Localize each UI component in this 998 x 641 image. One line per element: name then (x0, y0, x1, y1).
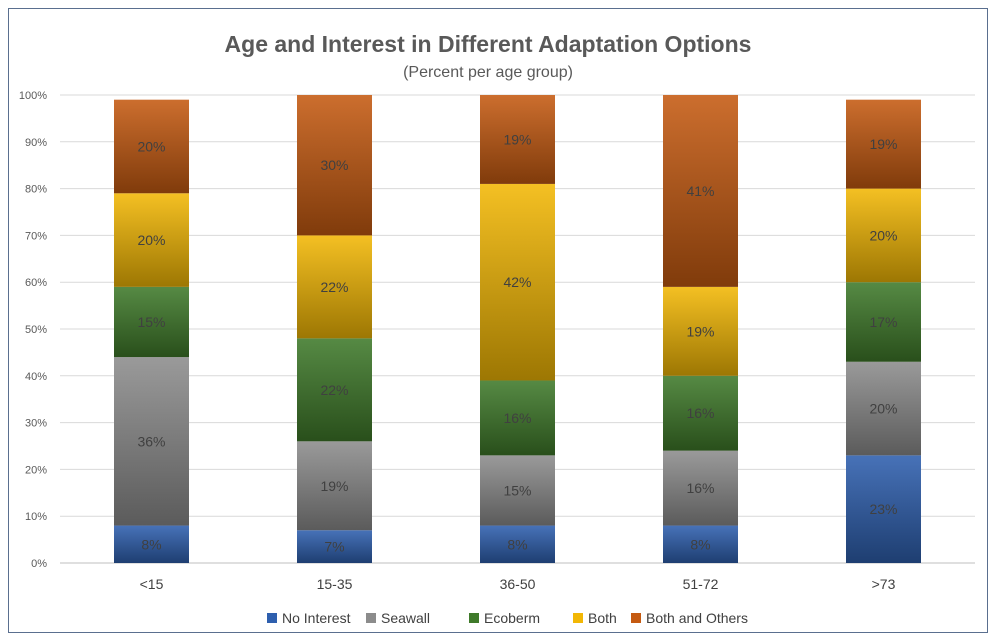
y-tick-label: 90% (25, 137, 47, 149)
data-label: 20% (869, 401, 897, 417)
legend-swatch (573, 613, 583, 623)
legend-label: Seawall (381, 610, 430, 626)
x-category-label: >73 (872, 576, 896, 592)
y-tick-label: 60% (25, 277, 47, 289)
data-label: 17% (869, 314, 897, 330)
y-tick-label: 40% (25, 371, 47, 383)
data-label: 20% (137, 138, 165, 154)
legend-swatch (469, 613, 479, 623)
data-label: 19% (686, 323, 714, 339)
bar-segment (297, 338, 372, 442)
bar-segment (663, 95, 738, 287)
bar-segment (297, 95, 372, 236)
bar-segment (663, 525, 738, 563)
y-tick-label: 20% (25, 464, 47, 476)
data-label: 22% (320, 279, 348, 295)
x-axis: <15 15-35 36-50 51-72 >73 (140, 576, 896, 592)
data-label: 15% (503, 482, 531, 498)
y-tick-label: 10% (25, 511, 47, 523)
bar-segment (846, 361, 921, 456)
bar-segment (297, 235, 372, 339)
data-label: 20% (869, 227, 897, 243)
bar-segment (114, 286, 189, 358)
legend-swatch (267, 613, 277, 623)
data-label: 22% (320, 382, 348, 398)
bar-segment (846, 282, 921, 362)
data-label: 41% (686, 183, 714, 199)
bar-segment (480, 525, 555, 563)
data-label: 8% (141, 536, 161, 552)
data-labels: 8% 36% 15% 20% 20% 7% 19% 22% 22% 30% 8% 15% 16% 42% 1… (137, 131, 897, 554)
y-axis: 0% 10% 20% 30% 40% 50% 60% 70% 80% 90% 100% (19, 90, 47, 570)
legend-swatch (366, 613, 376, 623)
bar-segment (114, 525, 189, 563)
bar-segment (480, 183, 555, 381)
bar-segment (663, 375, 738, 451)
bar-segment (480, 380, 555, 456)
data-label: 8% (507, 536, 527, 552)
data-label: 19% (503, 131, 531, 147)
bar-segment (114, 193, 189, 287)
data-label: 20% (137, 232, 165, 248)
data-label: 15% (137, 314, 165, 330)
data-label: 23% (869, 501, 897, 517)
bar-segment (846, 455, 921, 563)
data-label: 16% (686, 480, 714, 496)
bar-segment (480, 455, 555, 526)
chart-title: Age and Interest in Different Adaptation… (225, 31, 752, 57)
data-label: 19% (320, 478, 348, 494)
legend-label: Both and Others (646, 610, 748, 626)
data-label: 8% (690, 536, 710, 552)
data-label: 42% (503, 274, 531, 290)
legend-label: No Interest (282, 610, 351, 626)
bar-segment (663, 450, 738, 526)
y-tick-label: 80% (25, 184, 47, 196)
data-label: 19% (869, 136, 897, 152)
data-label: 7% (324, 539, 344, 555)
y-tick-label: 100% (19, 90, 47, 102)
x-category-label: 15-35 (317, 576, 353, 592)
bar-segment (297, 441, 372, 531)
bar-segment (114, 99, 189, 194)
bar-segment (480, 95, 555, 184)
legend: No Interest Seawall Ecoberm Both Both and Ot… (267, 610, 748, 626)
bar-segment (846, 188, 921, 283)
y-tick-label: 70% (25, 230, 47, 242)
data-label: 36% (137, 433, 165, 449)
bar-segment (663, 286, 738, 376)
bar-segment (297, 530, 372, 563)
x-category-label: <15 (140, 576, 164, 592)
bars (114, 95, 921, 563)
legend-label: Ecoberm (484, 610, 540, 626)
x-category-label: 51-72 (683, 576, 719, 592)
legend-label: Both (588, 610, 617, 626)
bar-segment (114, 357, 189, 526)
data-label: 30% (320, 157, 348, 173)
data-label: 16% (686, 405, 714, 421)
y-tick-label: 30% (25, 418, 47, 430)
y-tick-label: 0% (31, 558, 47, 570)
chart-subtitle: (Percent per age group) (403, 64, 573, 81)
data-label: 16% (503, 410, 531, 426)
bar-segment (846, 99, 921, 189)
x-category-label: 36-50 (500, 576, 536, 592)
legend-swatch (631, 613, 641, 623)
y-tick-label: 50% (25, 324, 47, 336)
